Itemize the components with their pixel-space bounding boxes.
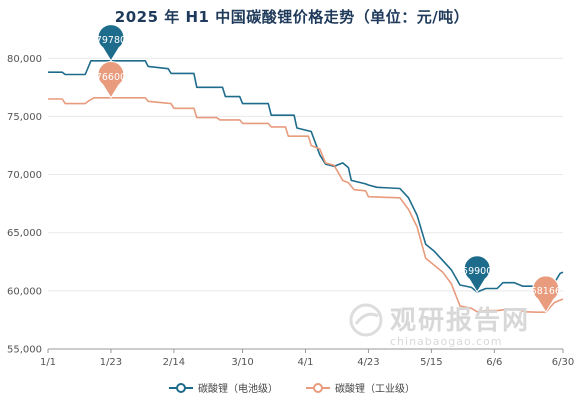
industrial-peak-pin <box>97 61 125 99</box>
x-tick-label: 4/23 <box>357 357 379 368</box>
y-tick-label: 60,000 <box>7 286 42 297</box>
y-tick-label: 70,000 <box>7 170 42 181</box>
battery-peak-pin <box>97 24 125 62</box>
x-tick-label: 1/23 <box>100 357 122 368</box>
legend-label-industrial: 碳酸锂（工业级） <box>335 384 415 395</box>
y-tick-label: 75,000 <box>7 112 42 123</box>
x-tick-label: 6/6 <box>486 357 502 368</box>
chart-legend: 碳酸锂（电池级） 碳酸锂（工业级） <box>0 380 584 395</box>
x-tick-label: 4/1 <box>297 357 313 368</box>
y-tick-label: 65,000 <box>7 228 42 239</box>
battery-low-label: 59900 <box>462 266 492 277</box>
industrial-peak-label: 76600 <box>96 72 126 83</box>
series-line-1 <box>48 97 564 314</box>
legend-label-battery: 碳酸锂（电池级） <box>198 384 278 395</box>
y-tick-label: 80,000 <box>7 54 42 65</box>
industrial-low-label: 58166 <box>531 286 561 297</box>
x-tick-label: 1/1 <box>40 357 56 368</box>
y-tick-label: 55,000 <box>7 345 42 356</box>
series-line-0 <box>48 59 564 293</box>
battery-low-pin <box>463 255 491 293</box>
legend-item-battery[interactable]: 碳酸锂（电池级） <box>169 380 278 395</box>
chart-title: 2025 年 H1 中国碳酸锂价格走势（单位：元/吨） <box>114 8 470 26</box>
legend-swatch-industrial <box>306 382 330 393</box>
watermark-logo-icon <box>349 303 383 337</box>
watermark-text: 观研报告网 <box>390 306 531 336</box>
x-tick-label: 6/30 <box>552 357 574 368</box>
legend-item-industrial[interactable]: 碳酸锂（工业级） <box>306 380 415 395</box>
x-tick-label: 3/10 <box>231 357 253 368</box>
x-tick-label: 2/14 <box>163 357 185 368</box>
watermark-url: chinabaogao.com <box>390 335 503 348</box>
watermark: 观研报告网 chinabaogao.com <box>349 300 531 348</box>
battery-peak-label: 79780 <box>96 35 126 46</box>
x-tick-label: 5/15 <box>420 357 442 368</box>
legend-swatch-battery <box>169 382 193 393</box>
industrial-low-pin <box>532 275 560 314</box>
